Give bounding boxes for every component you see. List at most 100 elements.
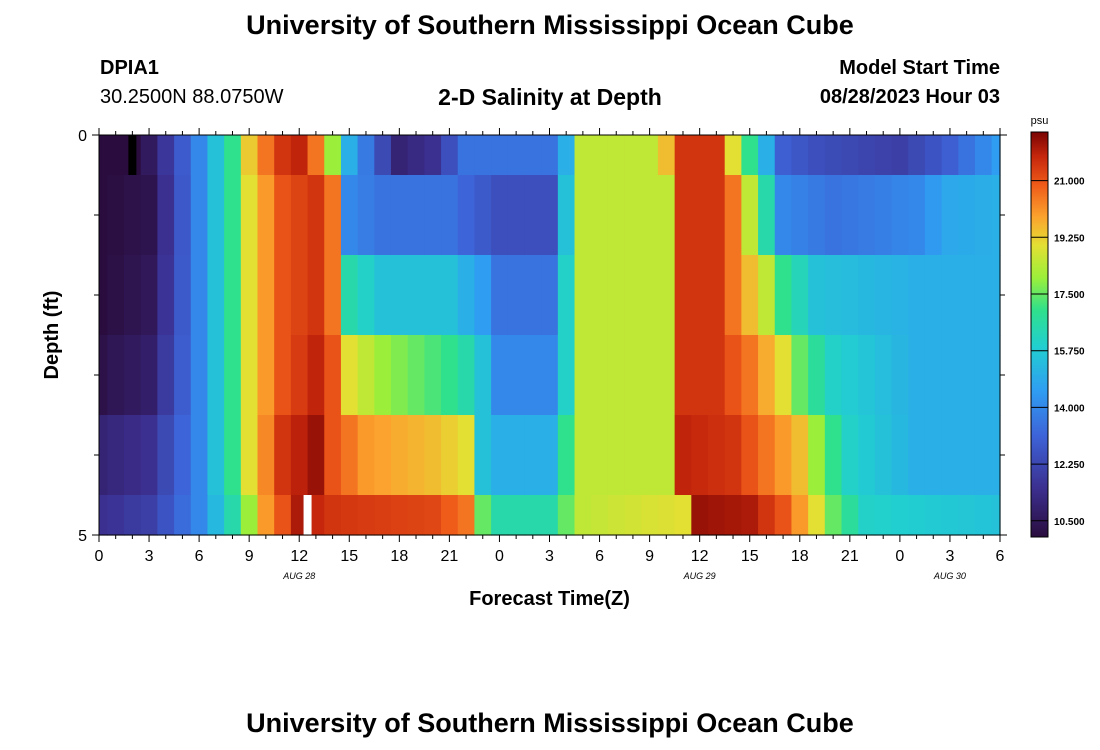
heatmap-cell-r5-h19 bbox=[407, 495, 425, 536]
heatmap-cell-r0-h16 bbox=[357, 135, 375, 176]
x-axis: 0 3 6 9 12 15 18 21 0 3 6 9 12 15 18 21 0 3 6 AUG 28 AUG 29 A… bbox=[95, 128, 1005, 581]
heatmap-cell-r2-h21 bbox=[441, 255, 459, 336]
heatmap-cell-r2-h54 bbox=[991, 255, 1001, 336]
x-tick-label-14: 18 bbox=[791, 548, 809, 565]
heatmap-cell-r0-h20 bbox=[424, 135, 442, 176]
heatmap-cell-r0-h53 bbox=[974, 135, 993, 176]
heatmap-cell-r1-h3 bbox=[140, 175, 158, 256]
heatmap-cell-r0-h3 bbox=[140, 135, 158, 176]
heatmap-cell-r3-h18 bbox=[390, 335, 409, 416]
heatmap-cell-r4-h22 bbox=[457, 415, 476, 496]
heatmap-cell-r4-h25 bbox=[507, 415, 526, 496]
colorbar-ticks: 10.500 12.250 14.000 15.750 17.500 19.250 21.0… bbox=[1031, 177, 1085, 528]
colorbar-unit-label: psu bbox=[1031, 115, 1049, 127]
heatmap-cell-r3-h25 bbox=[507, 335, 526, 416]
heatmap-cell-r2-h18 bbox=[390, 255, 409, 336]
heatmap-cell-r0-h30 bbox=[591, 135, 609, 176]
heatmap-cell-r0-h4 bbox=[157, 135, 175, 176]
heatmap-cell-r1-h2 bbox=[124, 175, 142, 256]
heatmap-cell-r4-h27 bbox=[541, 415, 559, 496]
heatmap-cell-r2-h13 bbox=[307, 255, 325, 336]
heatmap-cell-r1-h31 bbox=[607, 175, 626, 256]
heatmap-cell-r3-h5 bbox=[174, 335, 192, 416]
heatmap-cell-r1-h24 bbox=[491, 175, 509, 256]
heatmap-cell-r3-h1 bbox=[107, 335, 125, 416]
heatmap-cell-r3-h43 bbox=[808, 335, 826, 416]
heatmap-cell-r5-h23 bbox=[474, 495, 492, 536]
x-tick-label-7: 21 bbox=[440, 548, 458, 565]
heatmap-cell-r3-h2 bbox=[124, 335, 142, 416]
heatmap-cell-r4-h0 bbox=[99, 415, 108, 496]
heatmap-cell-r1-h12 bbox=[290, 175, 309, 256]
heatmap-cell-r3-h28 bbox=[557, 335, 576, 416]
heatmap-cell-r4-h36 bbox=[691, 415, 709, 496]
x-tick-label-6: 18 bbox=[390, 548, 408, 565]
heatmap-cell-r0-h48 bbox=[891, 135, 909, 176]
heatmap-cell-r2-h3 bbox=[140, 255, 158, 336]
heatmap-cell-r2-h28 bbox=[557, 255, 576, 336]
heatmap-cell-r1-h26 bbox=[524, 175, 542, 256]
heatmap-cell-r1-h16 bbox=[357, 175, 375, 256]
colorbar-tick-label-5: 19.250 bbox=[1054, 233, 1085, 244]
heatmap-cell-r5-h27 bbox=[541, 495, 559, 536]
date-label-0: AUG 28 bbox=[282, 571, 315, 581]
heatmap-cell-r1-h41 bbox=[774, 175, 793, 256]
heatmap-cell-r0-h29 bbox=[574, 135, 592, 176]
heatmap-cell-r0-h47 bbox=[874, 135, 893, 176]
heatmap-cell-r4-h18 bbox=[390, 415, 409, 496]
heatmap-cell-r2-h47 bbox=[874, 255, 893, 336]
heatmap-cell-r0-h27 bbox=[541, 135, 559, 176]
heatmap-cell-r3-h37 bbox=[708, 335, 726, 416]
heatmap-cell-r1-h35 bbox=[674, 175, 692, 256]
heatmap-cell-r1-h48 bbox=[891, 175, 909, 256]
heatmap-cell-r3-h47 bbox=[874, 335, 893, 416]
heatmap-cell-r3-h49 bbox=[908, 335, 926, 416]
heatmap-cell-r5-h18 bbox=[390, 495, 409, 536]
heatmap-cell-r0-h15 bbox=[340, 135, 359, 176]
heatmap-cell-r3-h32 bbox=[624, 335, 642, 416]
heatmap-cell-r2-h25 bbox=[507, 255, 526, 336]
heatmap-cell-r0-h32 bbox=[624, 135, 642, 176]
heatmap-cell-r5-h53 bbox=[974, 495, 993, 536]
heatmap-cell-r3-h3 bbox=[140, 335, 158, 416]
heatmap-cell-r1-h22 bbox=[457, 175, 476, 256]
heatmap-cell-r1-h17 bbox=[374, 175, 392, 256]
heatmap-cell-r5-h45 bbox=[841, 495, 859, 536]
heatmap-cell-r5-h33 bbox=[641, 495, 659, 536]
heatmap-cell-r3-h50 bbox=[924, 335, 943, 416]
heatmap-cell-r4-h20 bbox=[424, 415, 442, 496]
heatmap-cell-r0-h51 bbox=[941, 135, 959, 176]
heatmap-cell-r3-h34 bbox=[657, 335, 676, 416]
heatmap-cell-r2-h1 bbox=[107, 255, 125, 336]
heatmap-cell-r4-h34 bbox=[657, 415, 676, 496]
heatmap-cell-r2-h10 bbox=[257, 255, 275, 336]
heatmap-cell-r0-h7 bbox=[207, 135, 225, 176]
heatmap-cell-r1-h13 bbox=[307, 175, 325, 256]
heatmap-cell-r3-h21 bbox=[441, 335, 459, 416]
heatmap-cell-r0-h46 bbox=[858, 135, 876, 176]
heatmap-cell-r3-h40 bbox=[758, 335, 776, 416]
heatmap-cell-r3-h27 bbox=[541, 335, 559, 416]
heatmap-cell-r1-h20 bbox=[424, 175, 442, 256]
heatmap-cell-r4-h48 bbox=[891, 415, 909, 496]
heatmap-cell-r2-h11 bbox=[274, 255, 292, 336]
heatmap-cell-r5-h8 bbox=[224, 495, 242, 536]
heatmap-cell-r5-h28 bbox=[557, 495, 576, 536]
x-tick-label-5: 15 bbox=[340, 548, 358, 565]
heatmap-cell-r0-h22 bbox=[457, 135, 476, 176]
heatmap-cell-r3-h22 bbox=[457, 335, 476, 416]
heatmap-cell-r1-h54 bbox=[991, 175, 1001, 256]
heatmap-cell-r4-h28 bbox=[557, 415, 576, 496]
heatmap-cell-r5-h43 bbox=[808, 495, 826, 536]
heatmap-cell-r5-h47 bbox=[874, 495, 893, 536]
heatmap-cell-r4-h32 bbox=[624, 415, 642, 496]
heatmap-cell-r2-h15 bbox=[340, 255, 359, 336]
x-tick-label-4: 12 bbox=[290, 548, 308, 565]
heatmap-cell-r4-h42 bbox=[791, 415, 809, 496]
heatmap-cell-r1-h52 bbox=[958, 175, 976, 256]
heatmap-cell-r0-h37 bbox=[708, 135, 726, 176]
heatmap-cell-r1-h49 bbox=[908, 175, 926, 256]
heatmap-cell-r5-h31 bbox=[607, 495, 626, 536]
heatmap-cell-r4-h21 bbox=[441, 415, 459, 496]
heatmap-cell-r5-h0 bbox=[99, 495, 108, 536]
